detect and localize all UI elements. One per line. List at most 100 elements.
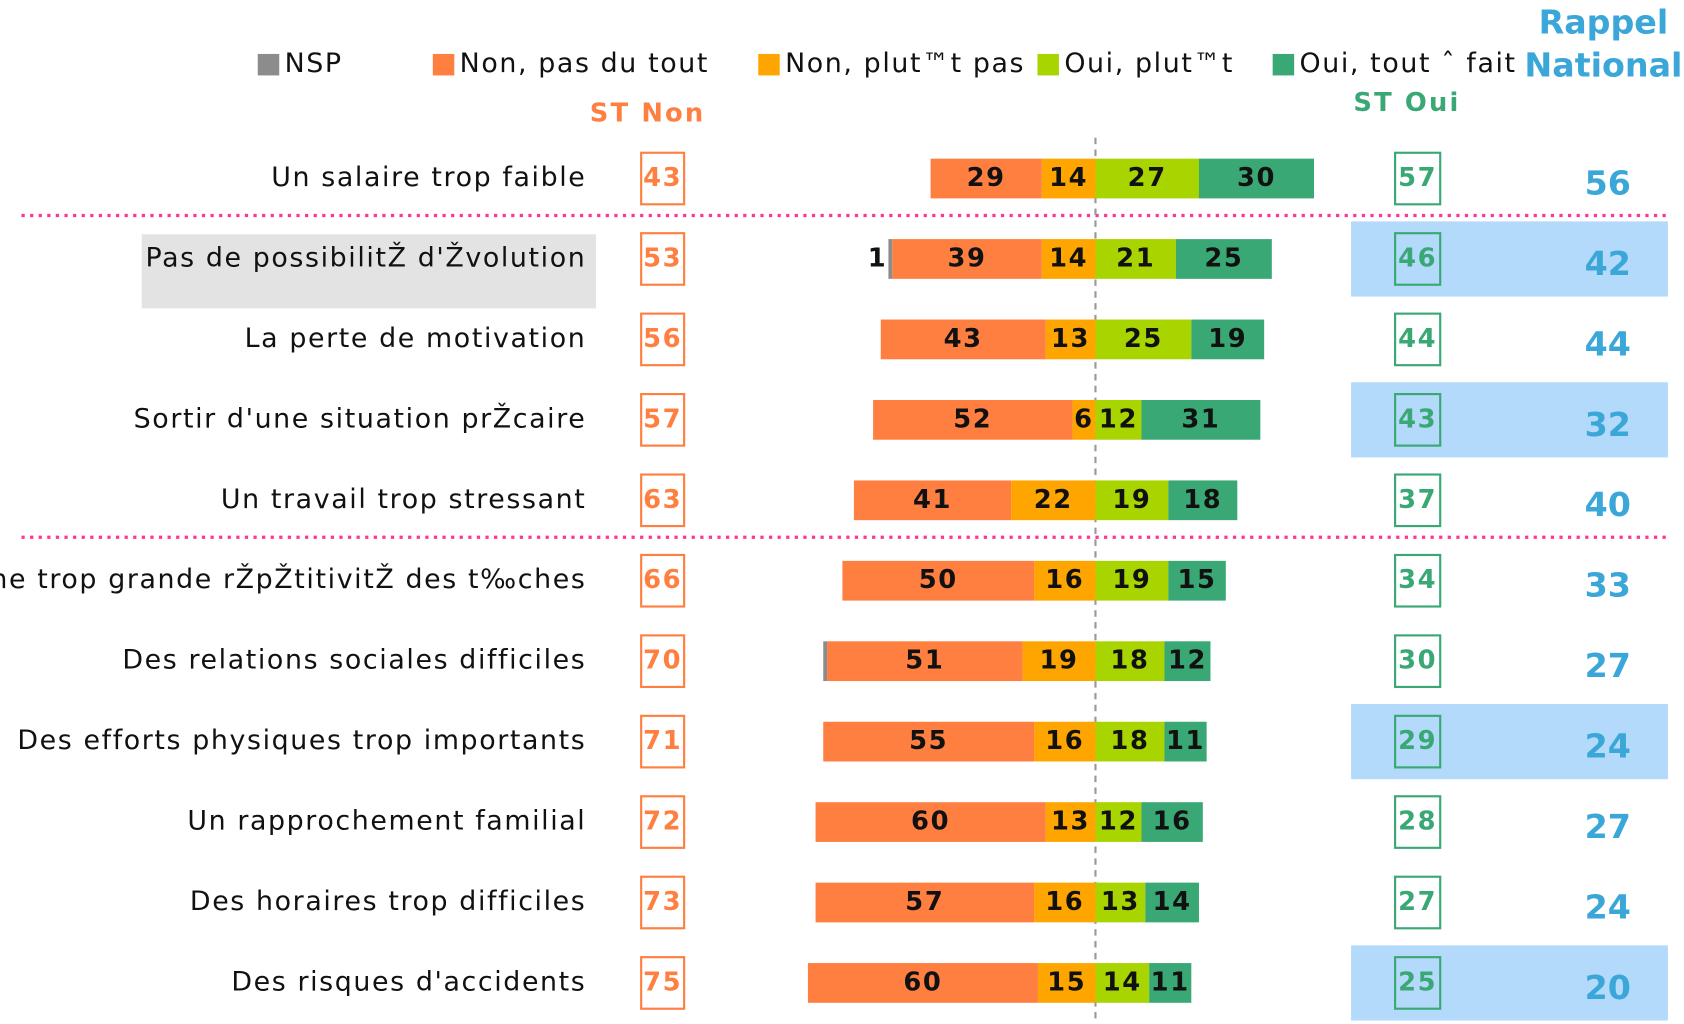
bar-segment (842, 560, 1035, 601)
st-oui-value: 29 (1398, 726, 1437, 756)
st-non-value: 66 (643, 565, 682, 595)
selected-label-bg (141, 234, 597, 309)
category-label: Pas de possibilitŽ d'Žvolution (145, 241, 586, 273)
rappel-value: 32 (1585, 405, 1631, 444)
st-oui-box (1394, 553, 1442, 608)
st-non-title: ST Non (590, 99, 706, 129)
st-oui-box (1394, 393, 1442, 447)
bar-segment (853, 480, 1012, 521)
bar-segment (880, 319, 1046, 360)
bar-segment (1145, 882, 1199, 923)
rappel-value: 40 (1585, 485, 1631, 524)
bar-value-label: 18 (1183, 485, 1222, 515)
bar-segment (1095, 882, 1146, 923)
bar-segment (892, 239, 1042, 279)
st-oui-box (1394, 875, 1442, 930)
st-non-value: 75 (643, 967, 682, 997)
bar-segment (823, 721, 1035, 762)
st-oui-box (1394, 634, 1442, 689)
legend-swatch (1037, 53, 1059, 76)
bar-value-label: 16 (1045, 565, 1084, 595)
bar-value-label: 6 (1074, 404, 1094, 434)
bar-value-label: 51 (905, 646, 944, 676)
bar-segment (1141, 802, 1203, 842)
bar-segment (1095, 721, 1165, 762)
category-label: Un rapprochement familial (187, 806, 586, 837)
bar-segment (1095, 802, 1142, 842)
category-label: Des risques d'accidents (231, 966, 586, 997)
st-oui-box (1394, 714, 1442, 769)
bar-value-label: 14 (1049, 163, 1088, 193)
bar-value-label: 18 (1110, 726, 1149, 756)
bar-segment (930, 158, 1042, 199)
bar-value-label: 15 (1047, 967, 1086, 997)
bar-segment (1191, 319, 1265, 360)
bar-value-label: 19 (1039, 646, 1078, 676)
bar-segment (1095, 641, 1165, 682)
category-label: Un salaire trop faible (271, 162, 586, 193)
bar-value-label: 55 (909, 726, 948, 756)
st-non-value: 71 (643, 726, 682, 756)
st-oui-value: 37 (1398, 485, 1437, 515)
bar-segment (1037, 963, 1096, 1003)
bar-segment (888, 239, 893, 279)
st-non-box (640, 232, 686, 286)
bar-segment (1095, 319, 1192, 360)
bar-value-label: 19 (1112, 565, 1151, 595)
st-non-box (640, 312, 686, 367)
category-label: Un travail trop stressant (221, 484, 586, 515)
bar-value-label: 39 (947, 243, 986, 273)
bar-value-label: 14 (1049, 243, 1088, 273)
st-oui-value: 27 (1398, 887, 1437, 917)
bar-value-label: 60 (911, 807, 950, 837)
bar-segment (1072, 399, 1096, 440)
bar-value-label: 50 (919, 565, 958, 595)
bar-segment (815, 882, 1035, 923)
legend-label: Oui, tout ˆ fait (1300, 48, 1517, 79)
bar-value-label: 52 (953, 404, 992, 434)
st-oui-value: 28 (1398, 807, 1437, 837)
bar-value-label: 14 (1103, 967, 1142, 997)
bar-segment (1141, 399, 1261, 440)
bar-segment (1095, 480, 1169, 521)
st-oui-value: 30 (1398, 646, 1437, 676)
bar-segment (1022, 641, 1096, 682)
rappel-value: 56 (1585, 163, 1631, 202)
bar-value-label: 11 (1151, 967, 1190, 997)
st-oui-value: 46 (1398, 243, 1437, 273)
bar-segment (1011, 480, 1096, 521)
rappel-value: 33 (1585, 566, 1631, 605)
st-non-value: 53 (643, 243, 682, 273)
legend-swatch (758, 53, 780, 76)
st-non-value: 73 (643, 887, 682, 917)
st-non-value: 72 (643, 807, 682, 837)
bar-value-label: 12 (1099, 807, 1138, 837)
legend-label: Non, pas du tout (460, 48, 709, 79)
st-non-box (640, 393, 686, 447)
bar-segment (1168, 560, 1226, 601)
bar-value-label: 15 (1178, 565, 1217, 595)
bar-segment (1045, 802, 1096, 842)
rappel-value: 27 (1585, 807, 1631, 846)
st-non-box (640, 795, 686, 849)
category-label: La perte de motivation (245, 323, 587, 354)
bar-value-label: 27 (1128, 163, 1167, 193)
bar-value-label: 25 (1124, 324, 1163, 354)
bar-value-label: 13 (1101, 887, 1140, 917)
bar-value-label: 31 (1181, 404, 1220, 434)
st-non-box (640, 875, 686, 930)
st-non-box (640, 956, 686, 1010)
bar-value-label: 41 (913, 485, 952, 515)
st-oui-box (1394, 312, 1442, 367)
bar-value-label: 11 (1166, 726, 1205, 756)
legend-label: Oui, plut™t (1064, 48, 1234, 79)
st-oui-value: 34 (1398, 565, 1437, 595)
category-label: Des relations sociales difficiles (122, 645, 586, 676)
st-oui-value: 25 (1398, 967, 1437, 997)
bar-segment (1164, 721, 1207, 762)
bar-value-label: 21 (1116, 243, 1155, 273)
rappel-value: 42 (1585, 244, 1631, 283)
st-oui-title: ST Oui (1353, 88, 1460, 118)
bar-segment (1034, 560, 1096, 601)
